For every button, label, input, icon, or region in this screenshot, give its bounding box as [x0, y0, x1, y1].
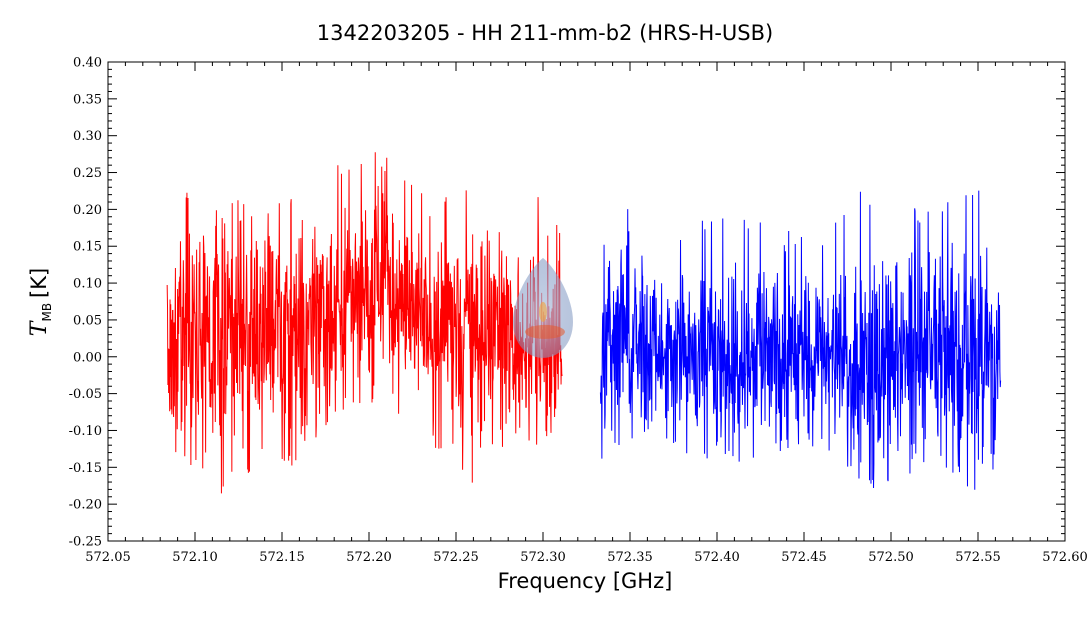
y-axis-ticks: -0.25 -0.20 -0.15 -0.10 -0.05 0.00 0.05 0.10 0.1…	[69, 56, 1065, 550]
y-tick-label: 0.35	[73, 92, 102, 107]
x-tick-label: 572.50	[868, 550, 914, 565]
x-tick-label: 572.55	[955, 550, 1001, 565]
y-tick-label: 0.15	[73, 240, 102, 255]
y-tick-label: 0.00	[73, 350, 102, 365]
x-axis-label: Frequency [GHz]	[498, 569, 673, 593]
y-tick-label: -0.10	[69, 424, 102, 439]
y-axis-label-subscript: MB	[40, 303, 54, 322]
y-tick-label: 0.05	[73, 313, 102, 328]
x-tick-label: 572.45	[781, 550, 827, 565]
y-tick-label: 0.20	[73, 203, 102, 218]
y-tick-label: 0.40	[73, 56, 102, 71]
plot-frame	[107, 61, 1066, 542]
x-tick-label: 572.20	[346, 550, 392, 565]
chart-title: 1342203205 - HH 211-mm-b2 (HRS-H-USB)	[317, 21, 773, 45]
x-axis-ticks: 572.05 572.10 572.15 572.20 572.25 572.30 572.…	[85, 62, 1088, 565]
y-tick-label: -0.05	[69, 387, 102, 402]
x-tick-label: 572.15	[259, 550, 305, 565]
y-tick-label: 0.30	[73, 129, 102, 144]
x-tick-label: 572.25	[433, 550, 479, 565]
y-axis-label-unit: [K]	[27, 268, 51, 298]
plot-series	[166, 152, 1002, 494]
watermark-flame	[525, 324, 565, 339]
spectrum-series-1	[166, 152, 563, 494]
y-tick-label: -0.15	[69, 461, 102, 476]
x-tick-label: 572.60	[1042, 550, 1088, 565]
y-tick-label: -0.25	[69, 535, 102, 550]
x-tick-label: 572.35	[607, 550, 653, 565]
spectrum-series-2	[599, 190, 1002, 490]
y-tick-label: 0.10	[73, 277, 102, 292]
x-tick-label: 572.10	[172, 550, 218, 565]
y-axis-label: TMB [K]	[27, 268, 54, 336]
y-tick-label: -0.20	[69, 498, 102, 513]
x-tick-label: 572.40	[694, 550, 740, 565]
watermark-glow	[539, 301, 547, 322]
x-tick-label: 572.05	[85, 550, 131, 565]
y-tick-label: 0.25	[73, 166, 102, 181]
watermark-logo	[513, 257, 573, 358]
x-tick-label: 572.30	[520, 550, 566, 565]
y-axis-label-symbol: T	[27, 319, 52, 336]
